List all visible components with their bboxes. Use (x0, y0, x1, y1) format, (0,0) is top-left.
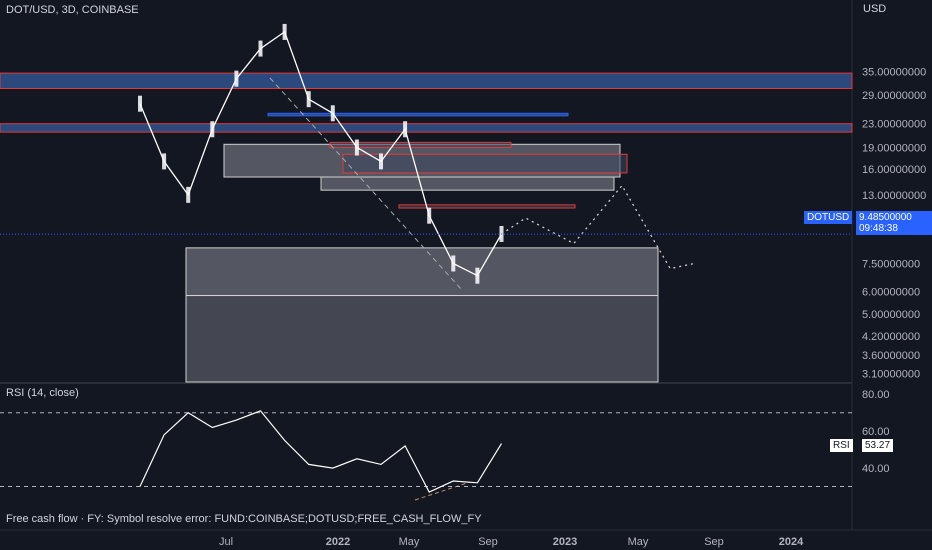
price-candle (403, 121, 408, 138)
price-candle (282, 23, 287, 40)
rsi-tick-label: 60.00 (862, 426, 890, 438)
price-zone (267, 112, 569, 117)
price-tick-label: 35.00000000 (862, 66, 926, 78)
price-tick-label: 4.20000000 (862, 331, 920, 343)
rsi-tick-label: 80.00 (862, 389, 890, 401)
price-tick-label: 6.00000000 (862, 286, 920, 298)
time-tick-label: 2022 (326, 536, 350, 548)
price-candle (210, 121, 215, 138)
time-tick-label: Jul (219, 536, 233, 548)
price-candle (379, 153, 383, 170)
symbol-tag: DOTUSD (804, 211, 853, 224)
footer-error: Free cash flow · FY: Symbol resolve erro… (6, 513, 482, 525)
price-candle (234, 70, 239, 87)
price-zone (398, 204, 576, 209)
price-zone (320, 176, 615, 191)
rsi-tag: RSI (830, 439, 853, 452)
price-tick-label: 3.60000000 (862, 350, 920, 362)
time-tick-label: 2024 (779, 536, 804, 548)
time-tick-label: May (399, 536, 420, 548)
price-zone (0, 123, 853, 133)
time-tick-label: 2023 (553, 536, 577, 548)
price-tick-label: 7.50000000 (862, 258, 920, 270)
time-tick-label: Sep (704, 536, 724, 548)
price-tick-label: 5.00000000 (862, 309, 920, 321)
price-zone (329, 141, 512, 149)
rsi-title: RSI (14, close) (6, 387, 79, 399)
countdown-tag: 09:48:38 (856, 222, 932, 235)
projection-path (501, 184, 695, 270)
price-candle (475, 267, 480, 284)
price-tick-label: 3.10000000 (862, 369, 920, 381)
price-series-line (139, 30, 503, 277)
rsi-value-tag: 53.27 (862, 439, 894, 452)
price-candle (427, 207, 432, 224)
trendline-dashed (269, 77, 463, 291)
price-candle (354, 139, 359, 156)
price-tick-label: 19.00000000 (862, 143, 926, 155)
price-candle (258, 40, 263, 57)
price-candle (451, 255, 456, 272)
price-zone (342, 153, 628, 174)
price-candle (186, 186, 191, 203)
rsi-tick-label: 40.00 (862, 463, 890, 475)
time-tick-label: Sep (478, 536, 498, 548)
price-tag: 9.48500000 (856, 211, 932, 224)
price-candle (330, 105, 335, 122)
price-tick-label: 23.00000000 (862, 119, 926, 131)
price-candle (162, 153, 167, 170)
price-candle (306, 91, 311, 108)
currency-label: USD (863, 3, 887, 15)
price-zone (0, 72, 853, 89)
symbol-title: DOT/USD, 3D, COINBASE (6, 4, 139, 16)
price-tick-label: 13.00000000 (862, 190, 926, 202)
time-tick-label: May (628, 536, 649, 548)
rsi-line (139, 410, 503, 493)
price-tick-label: 16.00000000 (862, 164, 926, 176)
rsi-trendline (414, 481, 471, 501)
price-zone (185, 247, 659, 297)
price-zone (185, 295, 659, 383)
price-candle (138, 95, 142, 112)
price-tick-label: 29.00000000 (862, 90, 926, 102)
